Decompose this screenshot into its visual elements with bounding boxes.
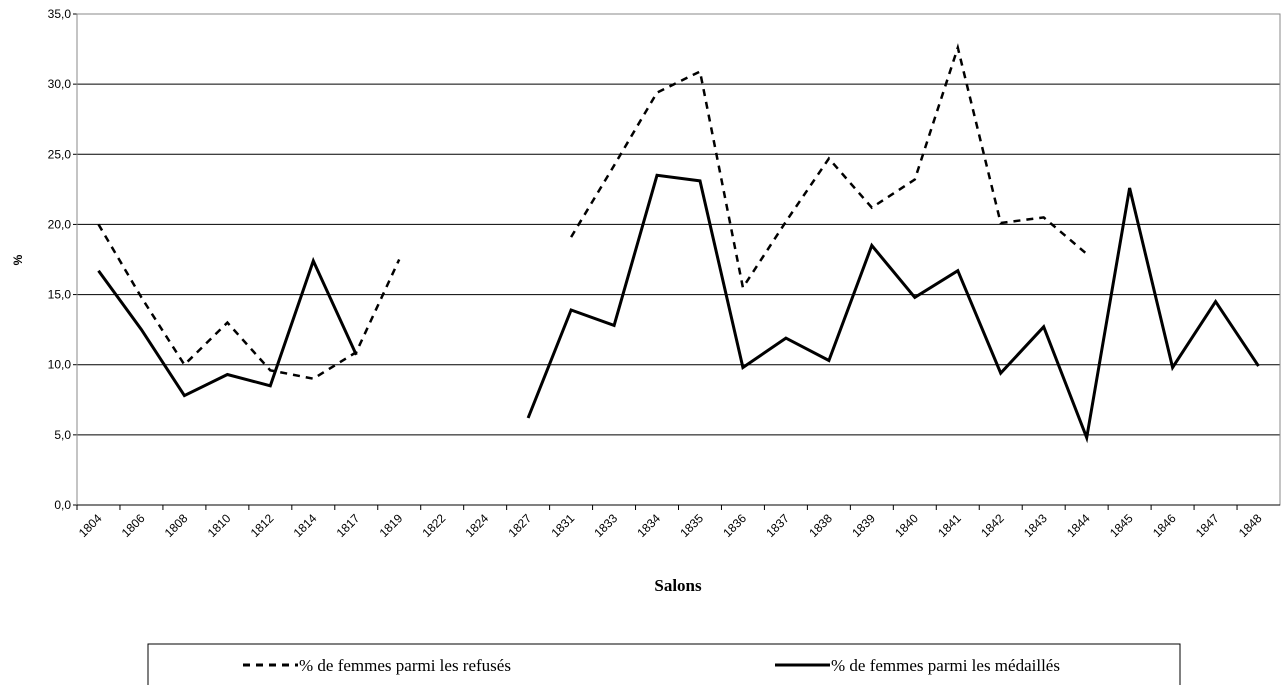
x-tick-label: 1838 bbox=[806, 511, 835, 540]
y-tick-label: 30,0 bbox=[48, 77, 72, 91]
x-tick-label: 1847 bbox=[1193, 511, 1222, 540]
x-axis-label: Salons bbox=[654, 576, 702, 595]
x-tick-label: 1806 bbox=[119, 511, 148, 540]
x-tick-label: 1837 bbox=[763, 511, 792, 540]
y-tick-label: 25,0 bbox=[48, 147, 72, 161]
legend-label: % de femmes parmi les médaillés bbox=[831, 656, 1060, 675]
y-tick-label: 5,0 bbox=[54, 428, 71, 442]
x-tick-label: 1844 bbox=[1064, 511, 1093, 540]
x-tick-label: 1846 bbox=[1150, 511, 1179, 540]
y-tick-label: 0,0 bbox=[54, 498, 71, 512]
y-tick-label: 35,0 bbox=[48, 7, 72, 21]
x-tick-label: 1833 bbox=[591, 511, 620, 540]
x-tick-label: 1814 bbox=[291, 511, 320, 540]
x-tick-label: 1836 bbox=[720, 511, 749, 540]
x-tick-label: 1808 bbox=[162, 511, 191, 540]
x-tick-label: 1817 bbox=[334, 511, 363, 540]
line-series bbox=[97, 43, 1088, 381]
x-tick-label: 1835 bbox=[677, 511, 706, 540]
x-tick-label: 1840 bbox=[892, 511, 921, 540]
line-series bbox=[97, 173, 1260, 444]
y-axis-label: % bbox=[11, 254, 25, 265]
x-tick-label: 1824 bbox=[463, 511, 492, 540]
legend-label: % de femmes parmi les refusés bbox=[299, 656, 511, 675]
x-tick-label: 1842 bbox=[978, 511, 1007, 540]
x-tick-label: 1841 bbox=[935, 511, 964, 540]
x-tick-label: 1822 bbox=[420, 511, 449, 540]
x-tick-label: 1804 bbox=[76, 511, 105, 540]
legend-box bbox=[147, 643, 1181, 685]
y-tick-label: 20,0 bbox=[48, 217, 72, 231]
x-tick-label: 1845 bbox=[1107, 511, 1136, 540]
y-tick-label: 10,0 bbox=[48, 358, 72, 372]
x-tick-label: 1827 bbox=[505, 511, 534, 540]
x-tick-label: 1834 bbox=[634, 511, 663, 540]
x-tick-label: 1819 bbox=[377, 511, 406, 540]
x-tick-label: 1831 bbox=[548, 511, 577, 540]
x-tick-label: 1848 bbox=[1236, 511, 1265, 540]
x-tick-label: 1812 bbox=[248, 511, 277, 540]
y-tick-label: 15,0 bbox=[48, 288, 72, 302]
x-tick-label: 1839 bbox=[849, 511, 878, 540]
x-tick-label: 1810 bbox=[205, 511, 234, 540]
x-tick-label: 1843 bbox=[1021, 511, 1050, 540]
plot-area bbox=[76, 13, 1281, 506]
